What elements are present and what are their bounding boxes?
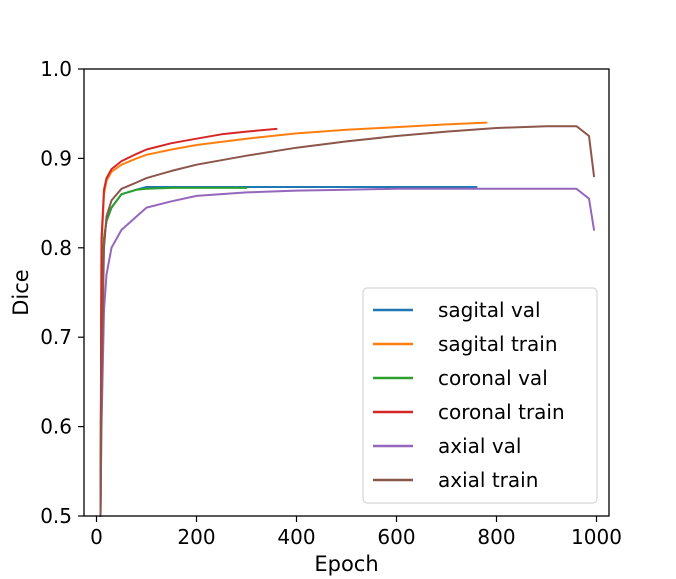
series-line-4 — [99, 187, 595, 517]
x-tick-label: 0 — [90, 525, 103, 549]
series-line-3 — [99, 127, 278, 517]
legend: sagital val sagital train coronal val coron… — [362, 287, 598, 504]
y-tick-label: 1.0 — [40, 57, 72, 81]
y-axis-label: Dice — [9, 269, 33, 315]
plot-area-frame — [83, 68, 610, 517]
x-tick-label: 600 — [377, 525, 415, 549]
legend-label-4: axial val — [438, 434, 521, 458]
y-tick-label: 0.8 — [40, 236, 72, 260]
y-axis-ticks: 0.5 0.6 0.7 0.8 0.9 1.0 — [40, 57, 84, 528]
legend-label-5: axial train — [438, 468, 538, 492]
legend-label-2: coronal val — [438, 366, 548, 390]
x-tick-label: 1000 — [571, 525, 622, 549]
y-tick-label: 0.6 — [40, 415, 72, 439]
legend-frame — [362, 287, 598, 504]
series-line-2 — [99, 186, 248, 517]
y-tick-label: 0.9 — [40, 146, 72, 170]
legend-label-3: coronal train — [438, 400, 565, 424]
y-tick-label: 0.7 — [40, 325, 72, 349]
x-tick-label: 400 — [277, 525, 315, 549]
x-axis-label: Epoch — [314, 552, 378, 576]
x-tick-label: 200 — [177, 525, 215, 549]
x-tick-label: 800 — [477, 525, 515, 549]
series-layer — [99, 121, 595, 517]
y-tick-label: 0.5 — [40, 504, 72, 528]
legend-label-1: sagital train — [438, 332, 558, 356]
legend-label-0: sagital val — [438, 298, 541, 322]
x-axis-ticks: 0 200 400 600 800 1000 — [90, 516, 622, 549]
series-line-5 — [99, 125, 595, 517]
